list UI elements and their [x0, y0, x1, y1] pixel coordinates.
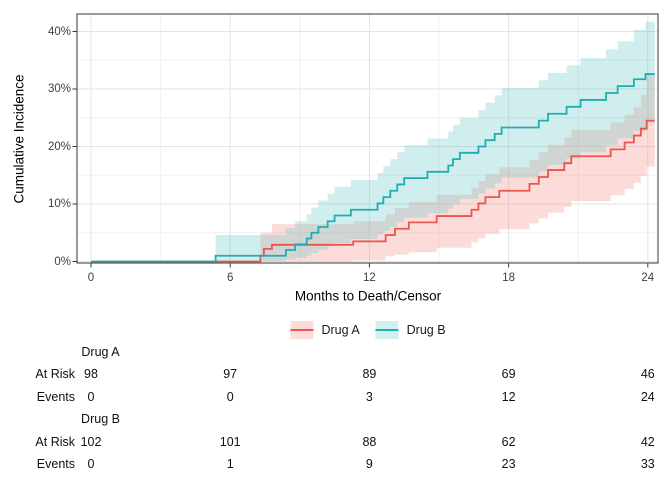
y-tick-label: 30%	[47, 83, 71, 95]
drug-b-legend-swatch	[375, 321, 399, 339]
legend-label: Drug B	[406, 323, 446, 337]
risk-table-group-name: Drug B	[81, 412, 120, 426]
risk-table-value: 69	[501, 367, 516, 381]
x-tick-label: 6	[226, 272, 234, 284]
confidence-bands	[215, 21, 655, 262]
drug-a-line-icon	[290, 329, 314, 332]
drug-b-line-icon	[375, 329, 399, 332]
risk-table-group-name: Drug A	[81, 344, 120, 359]
y-tick-label: 40%	[47, 25, 71, 38]
risk-table-value: 88	[362, 434, 377, 449]
y-axis-title: Cumulative Incidence	[11, 74, 27, 204]
x-tick-label: 18	[502, 272, 515, 284]
drug-a-confidence-band	[260, 74, 655, 262]
risk-table-value: 33	[640, 457, 655, 471]
drug-a-curve	[91, 119, 655, 263]
risk-table-value: 24	[640, 389, 655, 404]
risk-table-value: 0	[87, 457, 95, 471]
risk-table-value: 62	[501, 434, 516, 449]
risk-table-value: 89	[362, 367, 377, 381]
plot-panel-border	[76, 13, 659, 264]
risk-table-value: 46	[640, 367, 655, 381]
x-tick-label: 0	[87, 272, 95, 284]
risk-table-value: 98	[84, 367, 98, 381]
y-tick-label: 10%	[47, 198, 71, 210]
axis-tick-marks	[72, 31, 649, 268]
legend-item-drug-a: Drug A	[290, 321, 360, 339]
risk-table-value: 12	[501, 389, 516, 404]
risk-table-row-label: Events	[36, 457, 75, 471]
risk-table-value: 102	[80, 434, 102, 449]
risk-table-value: 0	[226, 389, 234, 404]
incidence-curves	[91, 73, 655, 263]
drug-a-legend-swatch	[290, 321, 314, 339]
risk-table-row-label: Events	[36, 389, 75, 404]
legend-item-drug-b: Drug B	[375, 321, 446, 339]
risk-table-value: 97	[223, 367, 238, 381]
legend: Drug A Drug B	[290, 321, 446, 339]
drug-b-confidence-band	[215, 21, 655, 262]
risk-table-row-label: At Risk	[35, 367, 75, 381]
risk-table-value: 23	[501, 457, 516, 471]
legend-label: Drug A	[321, 323, 360, 337]
gridlines-minor	[77, 14, 658, 263]
x-tick-label: 12	[362, 272, 376, 284]
y-tick-label: 0%	[54, 255, 71, 268]
risk-table-value: 0	[87, 389, 95, 404]
y-tick-label: 20%	[47, 140, 71, 153]
drug-b-curve	[91, 73, 655, 263]
risk-table-value: 3	[365, 389, 373, 404]
x-axis-title: Months to Death/Censor	[294, 288, 442, 304]
incidence-plot	[72, 13, 659, 268]
risk-table-value: 1	[226, 457, 234, 471]
risk-table-value: 42	[640, 434, 655, 449]
risk-table-value: 9	[365, 457, 373, 471]
x-tick-label: 24	[641, 272, 655, 284]
risk-table-row-label: At Risk	[35, 434, 75, 449]
risk-table-value: 101	[219, 434, 241, 449]
